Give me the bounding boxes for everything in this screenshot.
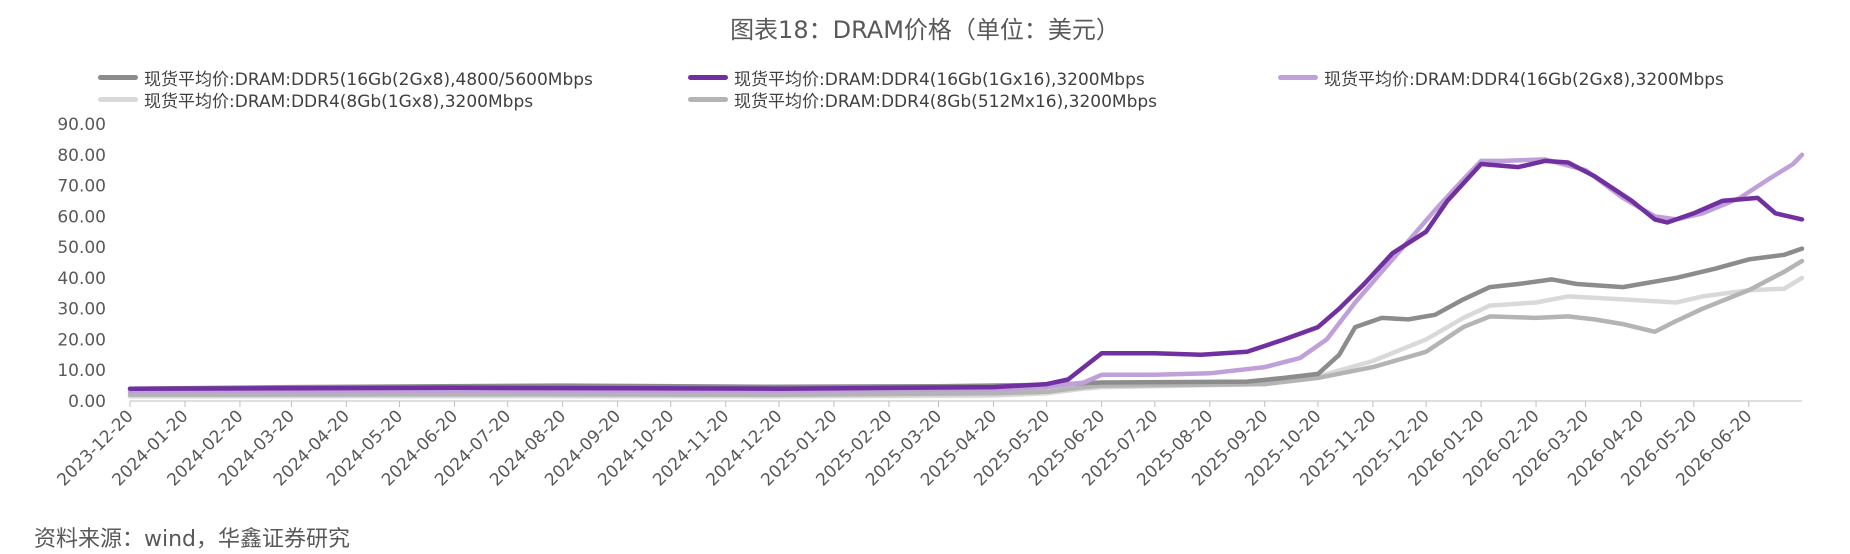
legend-swatch — [688, 74, 728, 80]
legend-item-2: 现货平均价:DRAM:DDR4(16Gb(1Gx16),3200Mbps — [688, 66, 1145, 90]
series-line-3 — [127, 152, 1805, 395]
legend-item-4: 现货平均价:DRAM:DDR4(8Gb(1Gx8),3200Mbps — [98, 88, 534, 112]
y-tick-label: 10.00 — [57, 361, 106, 381]
y-tick-label: 70.00 — [57, 177, 106, 197]
legend-label: 现货平均价:DRAM:DDR4(16Gb(2Gx8),3200Mbps — [1324, 69, 1724, 90]
y-tick-label: 20.00 — [57, 330, 106, 350]
legend-label: 现货平均价:DRAM:DDR4(16Gb(1Gx16),3200Mbps — [734, 69, 1145, 90]
series-line-5 — [127, 258, 1805, 398]
source-note: 资料来源：wind，华鑫证券研究 — [34, 527, 351, 552]
x-axis: 2023-12-202024-01-202024-02-202024-03-20… — [54, 400, 1802, 490]
legend: 现货平均价:DRAM:DDR5(16Gb(2Gx8),4800/5600Mbps… — [98, 66, 1798, 112]
y-tick-label: 80.00 — [57, 146, 106, 166]
legend-item-3: 现货平均价:DRAM:DDR4(16Gb(2Gx8),3200Mbps — [1278, 66, 1724, 90]
legend-swatch — [98, 96, 138, 102]
legend-item-1: 现货平均价:DRAM:DDR5(16Gb(2Gx8),4800/5600Mbps — [98, 66, 593, 90]
series-layer — [127, 152, 1805, 399]
series-line-2 — [127, 158, 1805, 391]
legend-label: 现货平均价:DRAM:DDR4(8Gb(512Mx16),3200Mbps — [734, 91, 1158, 112]
legend-label: 现货平均价:DRAM:DDR5(16Gb(2Gx8),4800/5600Mbps — [144, 69, 593, 90]
legend-swatch — [1278, 74, 1318, 80]
y-tick-label: 90.00 — [57, 115, 106, 135]
y-tick-label: 30.00 — [57, 300, 106, 320]
legend-swatch — [688, 96, 728, 102]
series-line-4 — [127, 275, 1805, 399]
y-axis: 0.00 10.00 20.00 30.00 40.00 50.00 60.00 70.00 8… — [57, 115, 106, 412]
y-tick-label: 50.00 — [57, 238, 106, 258]
chart-title: 图表18：DRAM价格（单位：美元） — [730, 16, 1120, 44]
legend-swatch — [98, 74, 138, 80]
legend-label: 现货平均价:DRAM:DDR4(8Gb(1Gx8),3200Mbps — [144, 91, 534, 112]
y-tick-label: 60.00 — [57, 207, 106, 227]
y-tick-label: 40.00 — [57, 269, 106, 289]
legend-item-5: 现货平均价:DRAM:DDR4(8Gb(512Mx16),3200Mbps — [688, 88, 1158, 112]
y-tick-label: 0.00 — [68, 392, 106, 412]
